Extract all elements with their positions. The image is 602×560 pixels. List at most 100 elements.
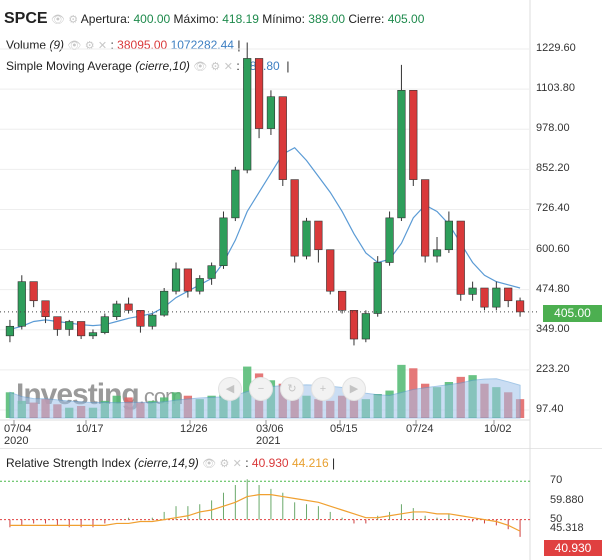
candle-body <box>385 217 394 263</box>
time-tick-label: 07/24 <box>406 423 434 435</box>
close-value: 405.00 <box>387 12 425 26</box>
zoom-in-button[interactable]: + <box>311 377 335 401</box>
low-label: Mínimo: <box>262 12 305 26</box>
candle-body <box>171 268 181 292</box>
eye-icon[interactable]: 👁 <box>193 61 208 73</box>
rsi-tick-label: 50 <box>550 512 563 525</box>
price-tick-label: 1103.80 <box>536 82 575 95</box>
high-value: 418.19 <box>222 12 259 26</box>
candle-body <box>254 58 264 129</box>
rsi-signal-value: 44.216 <box>291 456 329 470</box>
candle-body <box>397 90 406 219</box>
rsi-value: 40.930 <box>251 456 289 470</box>
rsi-legend: Relative Strength Index (cierre,14,9) 👁 … <box>6 456 336 470</box>
candle-body <box>17 281 26 327</box>
volume-bar <box>397 364 406 418</box>
rsi-tick-label: 70 <box>550 474 563 487</box>
price-chart[interactable] <box>0 0 602 448</box>
time-tick-year: 2021 <box>256 435 281 447</box>
candle-body <box>41 300 50 318</box>
candle-body <box>456 220 465 295</box>
candle-body <box>53 316 62 330</box>
candle-body <box>515 300 525 313</box>
close-label: Cierre: <box>348 12 385 26</box>
time-tick-label: 05/15 <box>330 423 358 435</box>
candle-body <box>195 278 204 292</box>
eye-icon[interactable]: 👁 <box>202 458 217 470</box>
candle-body <box>504 287 513 302</box>
time-tick-date: 10/17 <box>76 423 104 435</box>
time-tick-label: 07/04 2020 <box>4 423 32 447</box>
time-tick-year: 2020 <box>4 435 29 447</box>
time-tick-date: 07/24 <box>406 423 434 435</box>
gear-icon[interactable]: ⚙ <box>84 40 95 52</box>
price-tick-label: 726.40 <box>536 202 570 215</box>
symbol-label: SPCE <box>4 10 48 27</box>
open-value: 400.00 <box>133 12 171 26</box>
rsi-badge: 40.930 <box>544 540 602 556</box>
candle-body <box>444 220 453 251</box>
candle-body <box>421 179 430 257</box>
candle-body <box>124 303 133 311</box>
candle-body <box>266 96 276 129</box>
price-tick-label: 852.20 <box>536 162 570 175</box>
candle-body <box>5 325 15 337</box>
candle-body <box>349 310 359 340</box>
candle-body <box>136 310 145 327</box>
rsi-param: (cierre,14,9) <box>134 456 199 470</box>
candle-body <box>480 287 489 308</box>
rsi-signal-line <box>9 494 521 532</box>
time-tick-date: 12/26 <box>180 423 208 435</box>
scroll-right-button[interactable]: ▶ <box>342 377 366 401</box>
time-tick-date: 05/15 <box>330 423 358 435</box>
zoom-out-button[interactable]: − <box>249 377 273 401</box>
time-tick-date: 07/04 <box>4 423 32 435</box>
candle-body <box>373 262 382 314</box>
price-tick-label: 1229.60 <box>536 42 576 54</box>
sma-line <box>9 146 521 331</box>
candle-body <box>302 220 311 257</box>
candle-body <box>326 249 335 292</box>
high-label: Máximo: <box>173 12 219 26</box>
candle-body <box>468 287 477 295</box>
close-icon[interactable]: ✕ <box>97 40 108 52</box>
rsi-tick-label: 59.880 <box>550 493 584 506</box>
eye-icon[interactable]: 👁 <box>50 14 65 26</box>
close-icon[interactable]: ✕ <box>232 458 242 470</box>
candle-body <box>492 287 501 308</box>
rsi-name: Relative Strength Index <box>6 456 131 470</box>
candle-body <box>207 265 216 279</box>
price-tick-label: 349.00 <box>536 322 570 335</box>
gear-icon[interactable]: ⚙ <box>219 458 230 470</box>
candle-body <box>219 217 228 266</box>
low-value: 389.00 <box>308 12 345 26</box>
candle-body <box>148 314 157 327</box>
price-tick-label: 97.40 <box>536 403 564 415</box>
time-tick-label: 10/17 <box>76 423 104 435</box>
candle-body <box>314 220 323 251</box>
sma-legend: Simple Moving Average (cierre,10) 👁 ⚙ ✕ … <box>6 59 290 73</box>
candle-body <box>183 268 192 292</box>
open-label: Apertura: <box>80 12 131 26</box>
close-icon[interactable]: ✕ <box>223 61 233 73</box>
last-price-badge: 405.00 <box>543 305 602 322</box>
time-tick-label: 10/02 <box>484 423 512 435</box>
rsi-chart[interactable] <box>0 448 602 560</box>
quote-legend: SPCE 👁 ⚙ Apertura: 400.00 Máximo: 418.19… <box>4 10 424 28</box>
sma-name: Simple Moving Average <box>6 59 132 73</box>
reset-button[interactable]: ↻ <box>280 377 304 401</box>
candle-body <box>278 96 287 180</box>
candle-body <box>361 313 370 340</box>
time-tick-date: 03/06 <box>256 423 284 435</box>
candle-body <box>112 303 121 318</box>
gear-icon[interactable]: ⚙ <box>210 61 221 73</box>
gear-icon[interactable]: ⚙ <box>68 14 79 26</box>
scroll-left-button[interactable]: ◀ <box>218 377 242 401</box>
candle-body <box>243 58 252 171</box>
price-tick-label: 474.80 <box>536 282 570 295</box>
time-tick-date: 10/02 <box>484 423 512 435</box>
candle-body <box>29 281 38 302</box>
rsi-tick-label: 45.318 <box>550 521 584 534</box>
candle-body <box>338 290 347 311</box>
sma-param: (cierre,10) <box>135 59 190 73</box>
